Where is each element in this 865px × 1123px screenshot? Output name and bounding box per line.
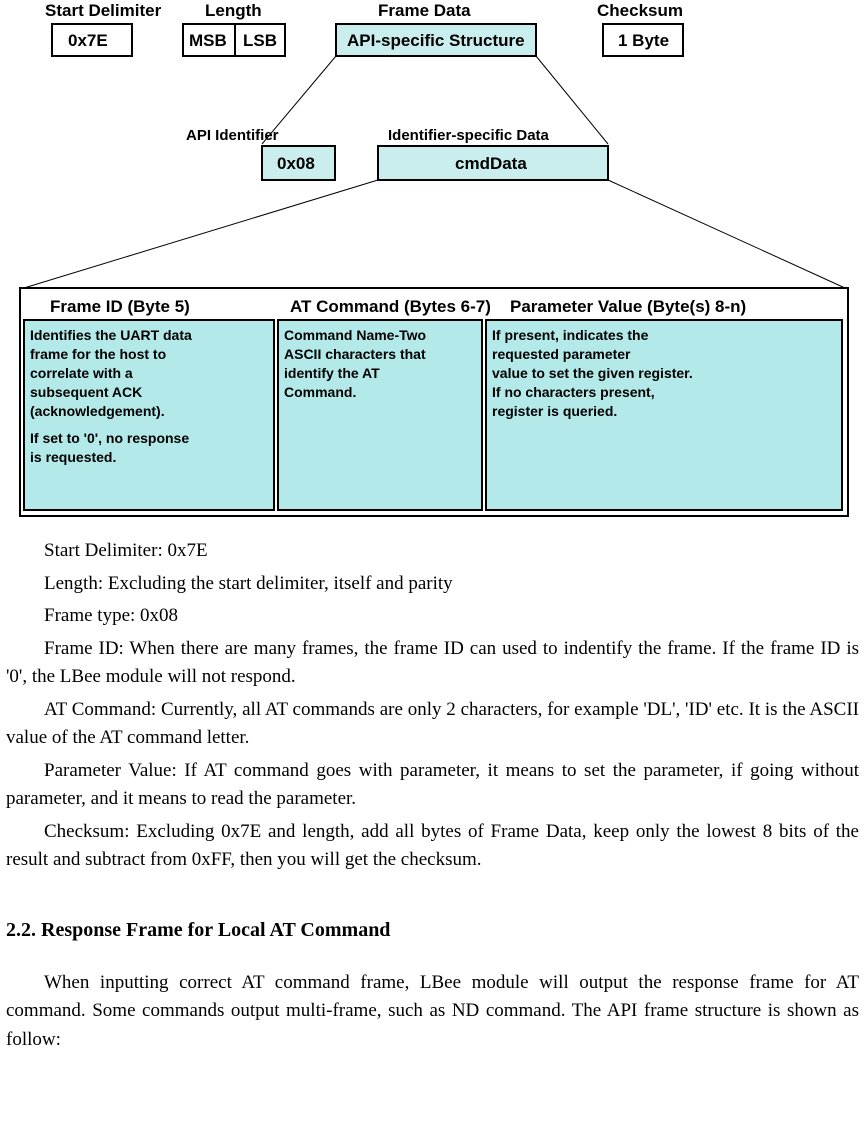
para-frame-id: Frame ID: When there are many frames, th… [6,635,859,692]
para-checksum: Checksum: Excluding 0x7E and length, add… [6,818,859,875]
svg-text:Command.: Command. [284,384,356,400]
svg-text:is requested.: is requested. [30,449,116,465]
svg-text:(acknowledgement).: (acknowledgement). [30,403,165,419]
frame-data-title: Frame Data [378,1,471,20]
svg-text:requested parameter: requested parameter [492,346,631,362]
para-response-intro: When inputting correct AT command frame,… [6,969,859,1055]
svg-text:If present, indicates the: If present, indicates the [492,327,649,343]
start-delimiter-value: 0x7E [68,31,108,50]
api-identifier-title: API Identifier [186,127,279,144]
svg-text:ASCII characters that: ASCII characters that [284,346,426,362]
svg-text:If set to '0', no response: If set to '0', no response [30,430,189,446]
frame-id-title: Frame ID (Byte 5) [50,297,190,316]
api-identifier-value: 0x08 [277,154,315,173]
para-length: Length: Excluding the start delimiter, i… [6,570,859,599]
length-title: Length [205,1,262,20]
svg-text:Command Name-Two: Command Name-Two [284,327,426,343]
para-parameter-value: Parameter Value: If AT command goes with… [6,757,859,814]
frame-structure-diagram: Start Delimiter Length Frame Data Checks… [0,0,865,525]
svg-text:Identifies the UART data: Identifies the UART data [30,327,192,343]
para-start-delimiter: Start Delimiter: 0x7E [6,537,859,566]
para-at-command: AT Command: Currently, all AT commands a… [6,696,859,753]
at-cmd-title: AT Command (Bytes 6-7) [290,297,491,316]
length-lsb: LSB [243,31,277,50]
svg-text:If no characters present,: If no characters present, [492,384,655,400]
frame-data-value: API-specific Structure [347,31,525,50]
start-delimiter-title: Start Delimiter [45,1,162,20]
length-msb: MSB [189,31,227,50]
param-title: Parameter Value (Byte(s) 8-n) [510,297,746,316]
description-text: Start Delimiter: 0x7E Length: Excluding … [0,525,865,1054]
section-heading: 2.2. Response Frame for Local AT Command [6,915,859,945]
checksum-title: Checksum [597,1,683,20]
svg-text:identify the AT: identify the AT [284,365,380,381]
svg-text:register is queried.: register is queried. [492,403,617,419]
checksum-value: 1 Byte [618,31,669,50]
svg-text:frame for the host to: frame for the host to [30,346,166,362]
ident-data-title: Identifier-specific Data [388,127,550,144]
svg-text:value to set the given registe: value to set the given register. [492,365,693,381]
svg-text:correlate with a: correlate with a [30,365,133,381]
ident-data-value: cmdData [455,154,527,173]
para-frame-type: Frame type: 0x08 [6,602,859,631]
svg-text:subsequent ACK: subsequent ACK [30,384,142,400]
